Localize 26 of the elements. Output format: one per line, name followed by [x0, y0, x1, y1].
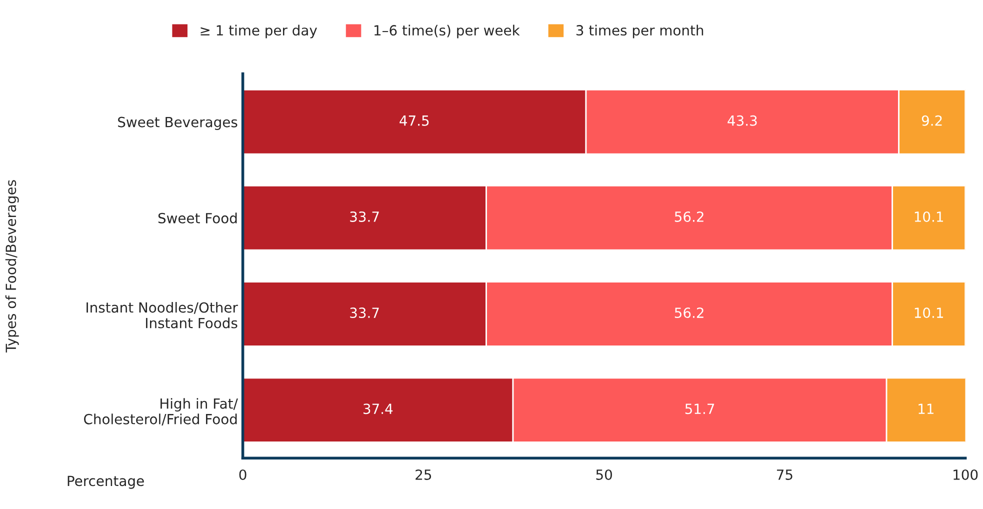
data-label: 33.7	[350, 308, 379, 318]
data-label: 56.2	[674, 308, 704, 318]
data-label: 10.1	[914, 308, 943, 318]
x-tick-label: 25	[416, 469, 432, 480]
legend-label: 3 times per month	[576, 24, 704, 38]
data-label: 11	[918, 404, 934, 414]
legend-label: ≥ 1 time per day	[200, 24, 318, 38]
legend-label: 1–6 time(s) per week	[374, 24, 520, 38]
x-tick-label: 75	[776, 470, 792, 480]
x-tick-label: 0	[239, 469, 246, 480]
data-label: 56.2	[674, 211, 704, 222]
data-label: 51.7	[685, 404, 714, 414]
y-tick-label: Instant Noodles/Other Instant Foods	[86, 302, 238, 328]
x-axis-title: Percentage	[68, 476, 144, 489]
y-axis-title: Types of Food/Beverages	[5, 180, 19, 352]
y-tick-label: High in Fat/ Cholesterol/Fried Food	[84, 398, 238, 426]
x-tick-label: 100	[954, 469, 978, 480]
data-label: 10.1	[914, 211, 943, 222]
data-label: 43.3	[728, 115, 757, 126]
x-tick-label: 50	[596, 469, 612, 480]
y-tick-label: Sweet Food	[158, 212, 237, 224]
data-label: 37.4	[364, 404, 393, 414]
data-label: 47.5	[400, 116, 429, 126]
data-label: 9.2	[922, 115, 942, 126]
data-label: 33.7	[350, 211, 379, 222]
y-tick-label: Sweet Beverages	[118, 116, 238, 130]
